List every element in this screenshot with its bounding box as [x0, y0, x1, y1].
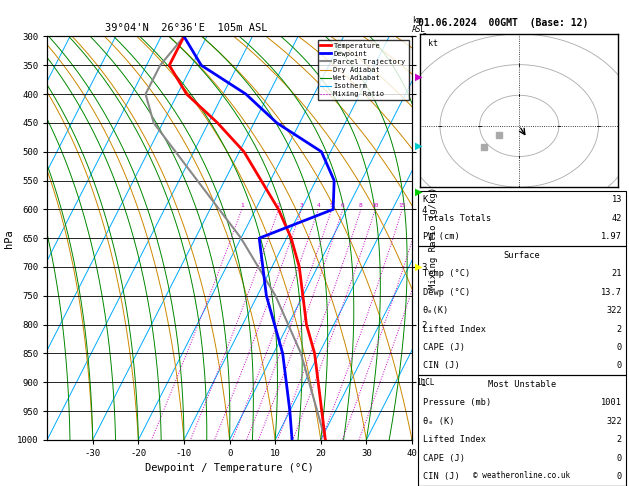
Text: 13.7: 13.7 — [601, 288, 622, 296]
Text: ▶: ▶ — [415, 141, 423, 151]
Text: 0: 0 — [617, 343, 622, 352]
Text: 2: 2 — [277, 203, 281, 208]
Text: 322: 322 — [606, 306, 622, 315]
Text: 6: 6 — [341, 203, 345, 208]
X-axis label: Dewpoint / Temperature (°C): Dewpoint / Temperature (°C) — [145, 464, 314, 473]
Text: CIN (J): CIN (J) — [423, 362, 459, 370]
Text: CAPE (J): CAPE (J) — [423, 343, 465, 352]
Legend: Temperature, Dewpoint, Parcel Trajectory, Dry Adiabat, Wet Adiabat, Isotherm, Mi: Temperature, Dewpoint, Parcel Trajectory… — [318, 40, 408, 100]
Text: 15: 15 — [398, 203, 406, 208]
Text: 322: 322 — [606, 417, 622, 426]
Text: 01.06.2024  00GMT  (Base: 12): 01.06.2024 00GMT (Base: 12) — [418, 18, 589, 29]
Text: Totals Totals: Totals Totals — [423, 214, 491, 223]
Text: θₑ (K): θₑ (K) — [423, 417, 454, 426]
Y-axis label: Mixing Ratio (g/kg): Mixing Ratio (g/kg) — [429, 187, 438, 289]
Text: 21: 21 — [611, 269, 622, 278]
Text: 1001: 1001 — [601, 399, 622, 407]
Text: 0: 0 — [617, 454, 622, 463]
Text: 1.97: 1.97 — [601, 232, 622, 241]
Text: kt: kt — [428, 39, 438, 48]
Text: © weatheronline.co.uk: © weatheronline.co.uk — [473, 471, 571, 480]
Text: Temp (°C): Temp (°C) — [423, 269, 470, 278]
Text: Surface: Surface — [503, 251, 540, 260]
Text: 10: 10 — [372, 203, 379, 208]
Text: 2: 2 — [617, 435, 622, 444]
Text: 8: 8 — [359, 203, 363, 208]
Text: 42: 42 — [611, 214, 622, 223]
Text: CAPE (J): CAPE (J) — [423, 454, 465, 463]
Text: CIN (J): CIN (J) — [423, 472, 459, 481]
Text: K: K — [423, 195, 428, 204]
Text: ▶: ▶ — [415, 187, 423, 197]
Text: Lifted Index: Lifted Index — [423, 325, 486, 333]
Title: 39°04'N  26°36'E  105m ASL: 39°04'N 26°36'E 105m ASL — [104, 23, 267, 33]
Text: 3: 3 — [299, 203, 303, 208]
Text: 0: 0 — [617, 362, 622, 370]
Text: ▶: ▶ — [415, 72, 423, 82]
Text: Pressure (mb): Pressure (mb) — [423, 399, 491, 407]
Text: 5: 5 — [330, 203, 333, 208]
Text: km
ASL: km ASL — [412, 16, 426, 35]
Text: ▶: ▶ — [415, 262, 423, 272]
Text: Most Unstable: Most Unstable — [487, 380, 556, 389]
Text: Dewp (°C): Dewp (°C) — [423, 288, 470, 296]
Text: Lifted Index: Lifted Index — [423, 435, 486, 444]
Text: 0: 0 — [617, 472, 622, 481]
Text: 4: 4 — [316, 203, 320, 208]
Text: PW (cm): PW (cm) — [423, 232, 459, 241]
Text: 2: 2 — [617, 325, 622, 333]
Text: 1: 1 — [240, 203, 243, 208]
Text: 1LCL: 1LCL — [416, 378, 435, 387]
Text: θₑ(K): θₑ(K) — [423, 306, 449, 315]
Text: 13: 13 — [611, 195, 622, 204]
Y-axis label: hPa: hPa — [4, 229, 14, 247]
